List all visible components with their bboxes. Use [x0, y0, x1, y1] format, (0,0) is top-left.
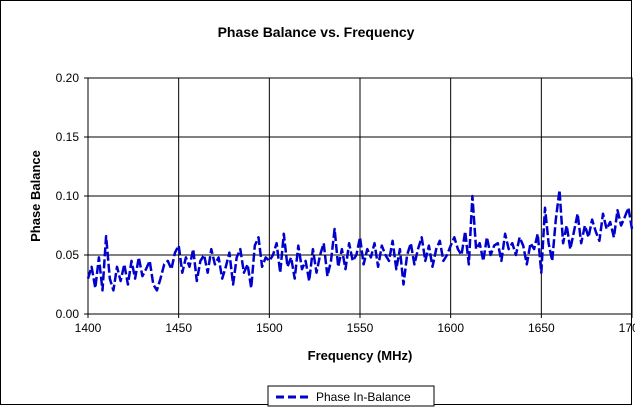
x-tick-label: 1500 — [256, 321, 283, 335]
x-tick-label: 1600 — [437, 321, 464, 335]
x-tick-label: 1700 — [619, 321, 635, 335]
y-tick-labels: 0.00 0.05 0.10 0.15 0.20 — [56, 71, 88, 321]
x-tick-label: 1550 — [347, 321, 374, 335]
series-layer — [86, 188, 634, 292]
y-axis-title: Phase Balance — [28, 150, 43, 242]
x-tick-labels: 1400 1450 1500 1550 1600 1650 1700 — [75, 314, 635, 335]
legend-label: Phase In-Balance — [316, 390, 411, 404]
x-axis-title: Frequency (MHz) — [308, 348, 413, 363]
x-tick-label: 1400 — [75, 321, 102, 335]
x-tick-label: 1450 — [165, 321, 192, 335]
legend: Phase In-Balance — [267, 385, 435, 407]
y-tick-label: 0.10 — [56, 189, 80, 203]
y-tick-label: 0.05 — [56, 248, 80, 262]
legend-box — [267, 385, 435, 407]
y-tick-label: 0.20 — [56, 71, 80, 85]
y-tick-label: 0.15 — [56, 130, 80, 144]
chart-title: Phase Balance vs. Frequency — [218, 24, 415, 40]
x-tick-label: 1650 — [528, 321, 555, 335]
grid — [88, 78, 632, 314]
y-tick-label: 0.00 — [56, 307, 80, 321]
series-line-0 — [86, 188, 634, 292]
